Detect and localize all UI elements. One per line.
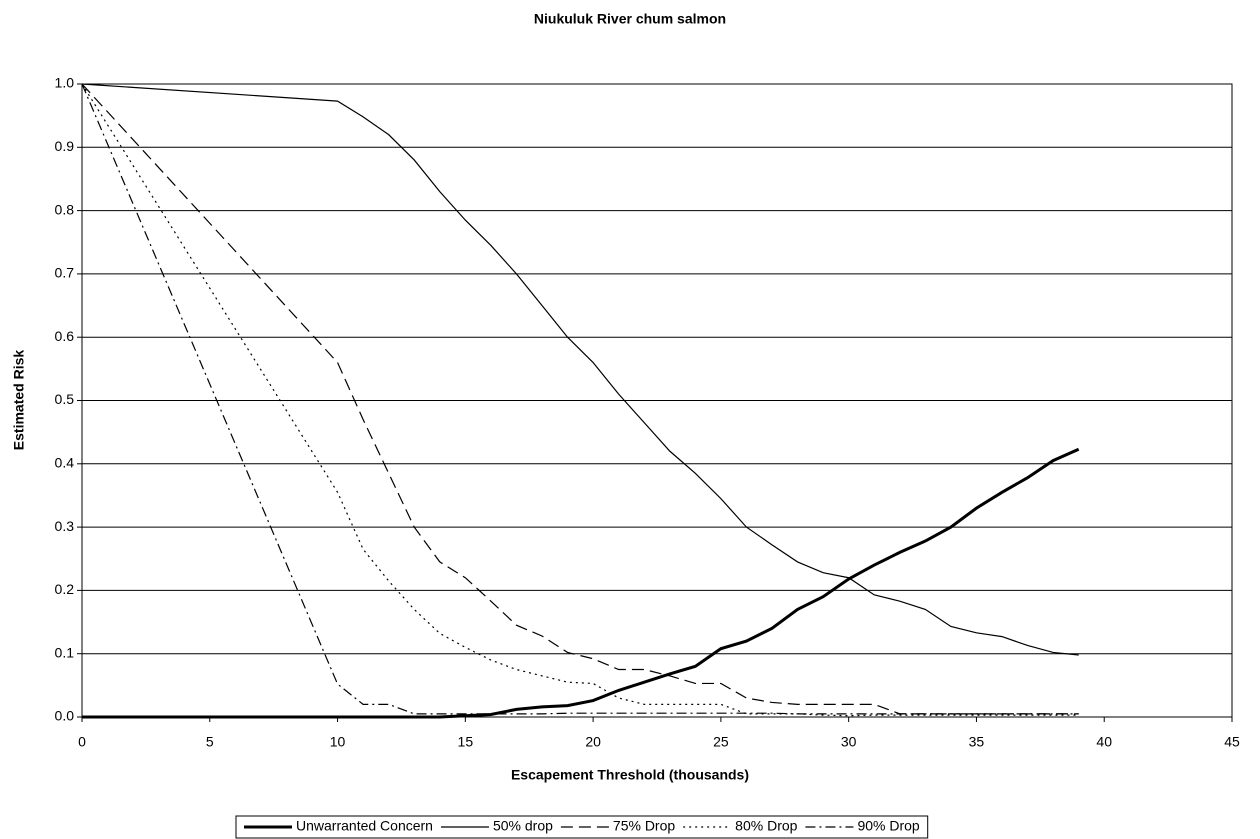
y-tick-label: 0.9	[55, 138, 75, 154]
series-line	[82, 447, 1080, 719]
x-tick-label: 35	[969, 734, 985, 750]
series-line	[81, 83, 1079, 656]
x-tick-label: 30	[841, 734, 857, 750]
chart-title: Niukuluk River chum salmon	[534, 11, 726, 27]
legend-label: 75% Drop	[613, 818, 675, 834]
x-axis-label: Escapement Threshold (thousands)	[511, 767, 749, 783]
x-tick-label: 10	[330, 734, 346, 750]
series-line	[81, 83, 1079, 715]
x-tick-label: 25	[713, 734, 729, 750]
y-tick-label: 0.1	[55, 644, 75, 660]
y-tick-label: 0.4	[55, 455, 75, 471]
y-tick-label: 0.6	[55, 328, 75, 344]
legend-label: 50% drop	[493, 818, 553, 834]
y-tick-label: 0.0	[55, 708, 75, 724]
x-tick-label: 15	[458, 734, 474, 750]
x-tick-label: 40	[1096, 734, 1112, 750]
y-tick-label: 1.0	[55, 75, 75, 91]
y-tick-label: 0.7	[55, 265, 75, 281]
legend-label: Unwarranted Concern	[296, 818, 433, 834]
legend: Unwarranted Concern 50% drop 75% Drop 80% D…	[235, 815, 929, 839]
series-line	[81, 83, 1079, 717]
y-tick-label: 0.8	[55, 201, 75, 217]
x-tick-label: 5	[206, 734, 214, 750]
x-tick-label: 20	[585, 734, 601, 750]
x-tick-label: 0	[78, 734, 86, 750]
x-tick-label: 45	[1224, 734, 1240, 750]
legend-label: 90% Drop	[857, 818, 919, 834]
legend-label: 80% Drop	[735, 818, 797, 834]
y-tick-label: 0.3	[55, 518, 75, 534]
y-tick-label: 0.5	[55, 391, 75, 407]
y-axis-label: Estimated Risk	[11, 350, 27, 451]
y-tick-label: 0.2	[55, 581, 75, 597]
series-line	[81, 83, 1079, 715]
